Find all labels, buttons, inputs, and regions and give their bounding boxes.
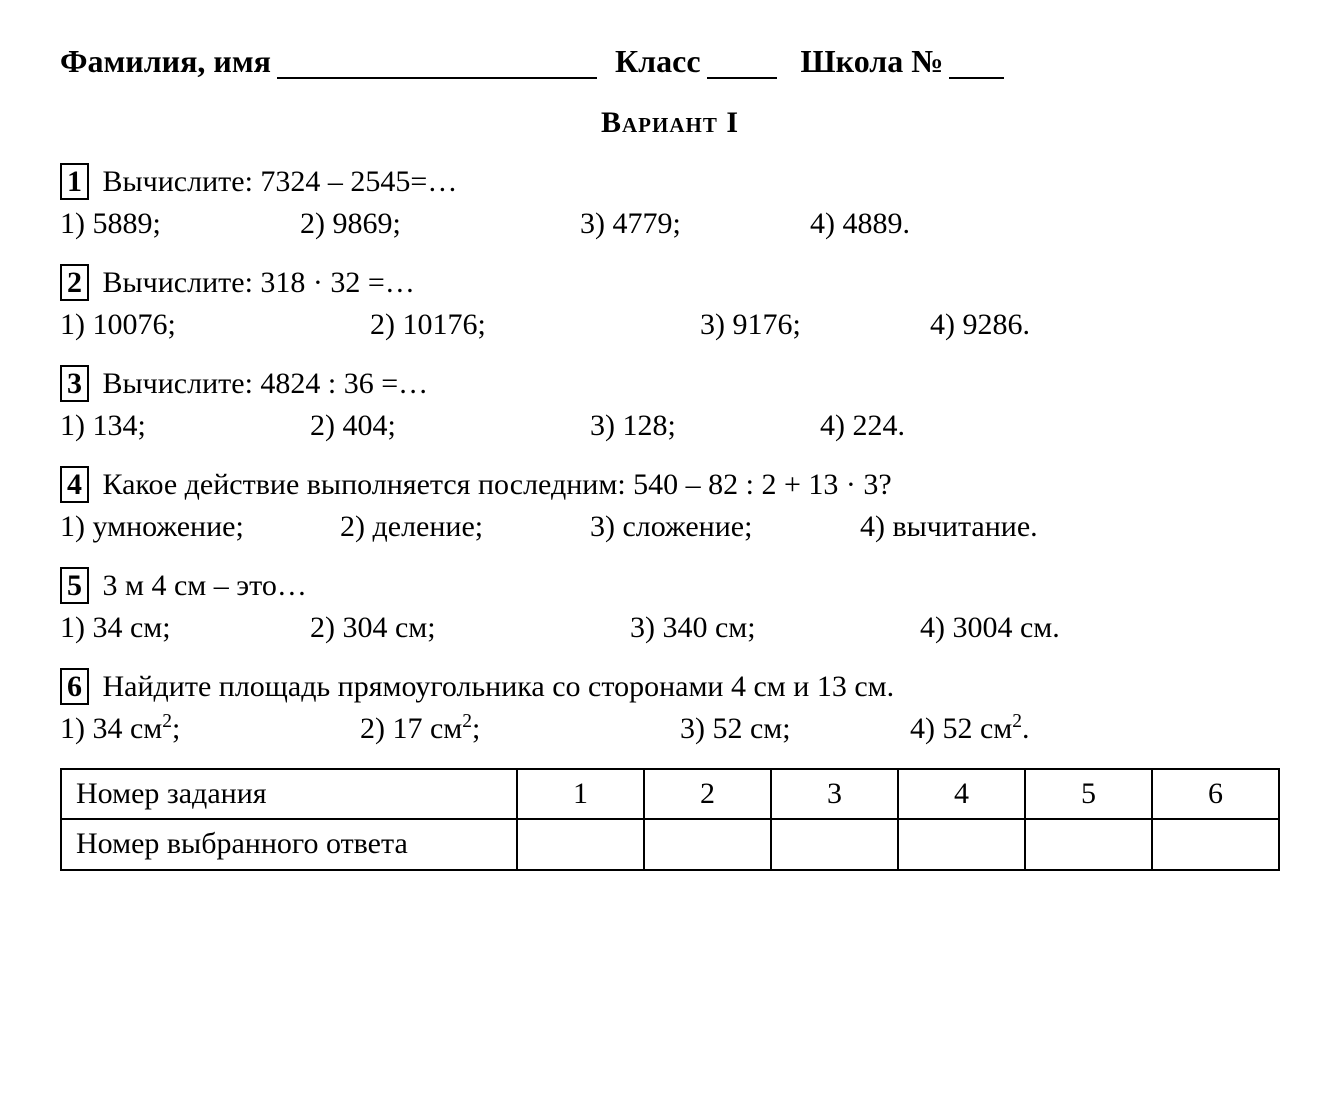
answer-option[interactable]: 3) 4779;	[580, 204, 810, 245]
question: 4 Какое действие выполняется последним: …	[60, 465, 1280, 548]
question-text: Вычислите: 318 · 32 =…	[103, 266, 415, 299]
answer-cell[interactable]	[1152, 819, 1279, 870]
task-num: 4	[898, 769, 1025, 820]
name-label: Фамилия, имя	[60, 40, 271, 83]
row-label: Номер задания	[61, 769, 517, 820]
question-text: Вычислите: 4824 : 36 =…	[103, 367, 429, 400]
answer-option[interactable]: 3) сложение;	[590, 507, 860, 548]
table-row: Номер задания 1 2 3 4 5 6	[61, 769, 1279, 820]
question: 5 3 м 4 см – это…1) 34 см;2) 304 см;3) 3…	[60, 566, 1280, 649]
name-blank[interactable]	[277, 76, 597, 79]
answer-cell[interactable]	[771, 819, 898, 870]
school-label: Школа №	[801, 40, 944, 83]
answer-option[interactable]: 4) 224.	[820, 406, 1280, 447]
question-prompt: 4 Какое действие выполняется последним: …	[60, 465, 1280, 506]
question-prompt: 3 Вычислите: 4824 : 36 =…	[60, 364, 1280, 405]
answer-option[interactable]: 2) 9869;	[300, 204, 580, 245]
question-number-box: 1	[60, 163, 89, 200]
answer-option[interactable]: 3) 128;	[590, 406, 820, 447]
answer-option[interactable]: 4) 9286.	[930, 305, 1280, 346]
question-text: Какое действие выполняется последним: 54…	[103, 468, 892, 501]
answer-option[interactable]: 2) 10176;	[370, 305, 700, 346]
answer-options: 1) 34 см2;2) 17 см2;3) 52 см;4) 52 см2.	[60, 709, 1280, 750]
answer-option[interactable]: 1) 34 см;	[60, 608, 310, 649]
answer-cell[interactable]	[644, 819, 771, 870]
question: 6 Найдите площадь прямоугольника со стор…	[60, 667, 1280, 750]
question-text: 3 м 4 см – это…	[103, 569, 307, 602]
answer-options: 1) умножение;2) деление;3) сложение;4) в…	[60, 507, 1280, 548]
worksheet-header: Фамилия, имя Класс Школа №	[60, 40, 1280, 83]
answer-option[interactable]: 4) вычитание.	[860, 507, 1280, 548]
answer-option[interactable]: 1) 134;	[60, 406, 310, 447]
class-blank[interactable]	[707, 76, 777, 79]
answer-cell[interactable]	[517, 819, 644, 870]
answer-option[interactable]: 4) 3004 см.	[920, 608, 1280, 649]
questions-list: 1 Вычислите: 7324 – 2545=…1) 5889;2) 986…	[60, 162, 1280, 750]
answer-option[interactable]: 4) 4889.	[810, 204, 1280, 245]
task-num: 3	[771, 769, 898, 820]
answer-options: 1) 5889;2) 9869;3) 4779;4) 4889.	[60, 204, 1280, 245]
answer-option[interactable]: 2) 304 см;	[310, 608, 630, 649]
question: 2 Вычислите: 318 · 32 =…1) 10076;2) 1017…	[60, 263, 1280, 346]
question-text: Найдите площадь прямоугольника со сторон…	[103, 670, 895, 703]
answer-option[interactable]: 1) 10076;	[60, 305, 370, 346]
answer-cell[interactable]	[1025, 819, 1152, 870]
question-prompt: 1 Вычислите: 7324 – 2545=…	[60, 162, 1280, 203]
school-blank[interactable]	[949, 76, 1004, 79]
answer-cell[interactable]	[898, 819, 1025, 870]
answer-option[interactable]: 2) деление;	[340, 507, 590, 548]
question-prompt: 6 Найдите площадь прямоугольника со стор…	[60, 667, 1280, 708]
task-num: 5	[1025, 769, 1152, 820]
task-num: 6	[1152, 769, 1279, 820]
answer-options: 1) 34 см;2) 304 см;3) 340 см;4) 3004 см.	[60, 608, 1280, 649]
question-number-box: 6	[60, 668, 89, 705]
answer-option[interactable]: 2) 17 см2;	[360, 709, 680, 750]
row-label: Номер выбранного ответа	[61, 819, 517, 870]
question-number-box: 4	[60, 466, 89, 503]
task-num: 1	[517, 769, 644, 820]
answer-option[interactable]: 3) 340 см;	[630, 608, 920, 649]
answer-option[interactable]: 2) 404;	[310, 406, 590, 447]
question-prompt: 5 3 м 4 см – это…	[60, 566, 1280, 607]
answer-option[interactable]: 1) 5889;	[60, 204, 300, 245]
answer-option[interactable]: 4) 52 см2.	[910, 709, 1280, 750]
question-number-box: 2	[60, 264, 89, 301]
question-prompt: 2 Вычислите: 318 · 32 =…	[60, 263, 1280, 304]
question-number-box: 3	[60, 365, 89, 402]
question: 1 Вычислите: 7324 – 2545=…1) 5889;2) 986…	[60, 162, 1280, 245]
answer-options: 1) 134;2) 404;3) 128;4) 224.	[60, 406, 1280, 447]
answer-option[interactable]: 1) 34 см2;	[60, 709, 360, 750]
question-text: Вычислите: 7324 – 2545=…	[103, 165, 458, 198]
answer-table: Номер задания 1 2 3 4 5 6 Номер выбранно…	[60, 768, 1280, 871]
answer-option[interactable]: 3) 9176;	[700, 305, 930, 346]
answer-option[interactable]: 1) умножение;	[60, 507, 340, 548]
task-num: 2	[644, 769, 771, 820]
question: 3 Вычислите: 4824 : 36 =…1) 134;2) 404;3…	[60, 364, 1280, 447]
variant-title: Вариант I	[60, 103, 1280, 144]
class-label: Класс	[615, 40, 701, 83]
question-number-box: 5	[60, 567, 89, 604]
answer-option[interactable]: 3) 52 см;	[680, 709, 910, 750]
table-row: Номер выбранного ответа	[61, 819, 1279, 870]
answer-options: 1) 10076;2) 10176;3) 9176;4) 9286.	[60, 305, 1280, 346]
